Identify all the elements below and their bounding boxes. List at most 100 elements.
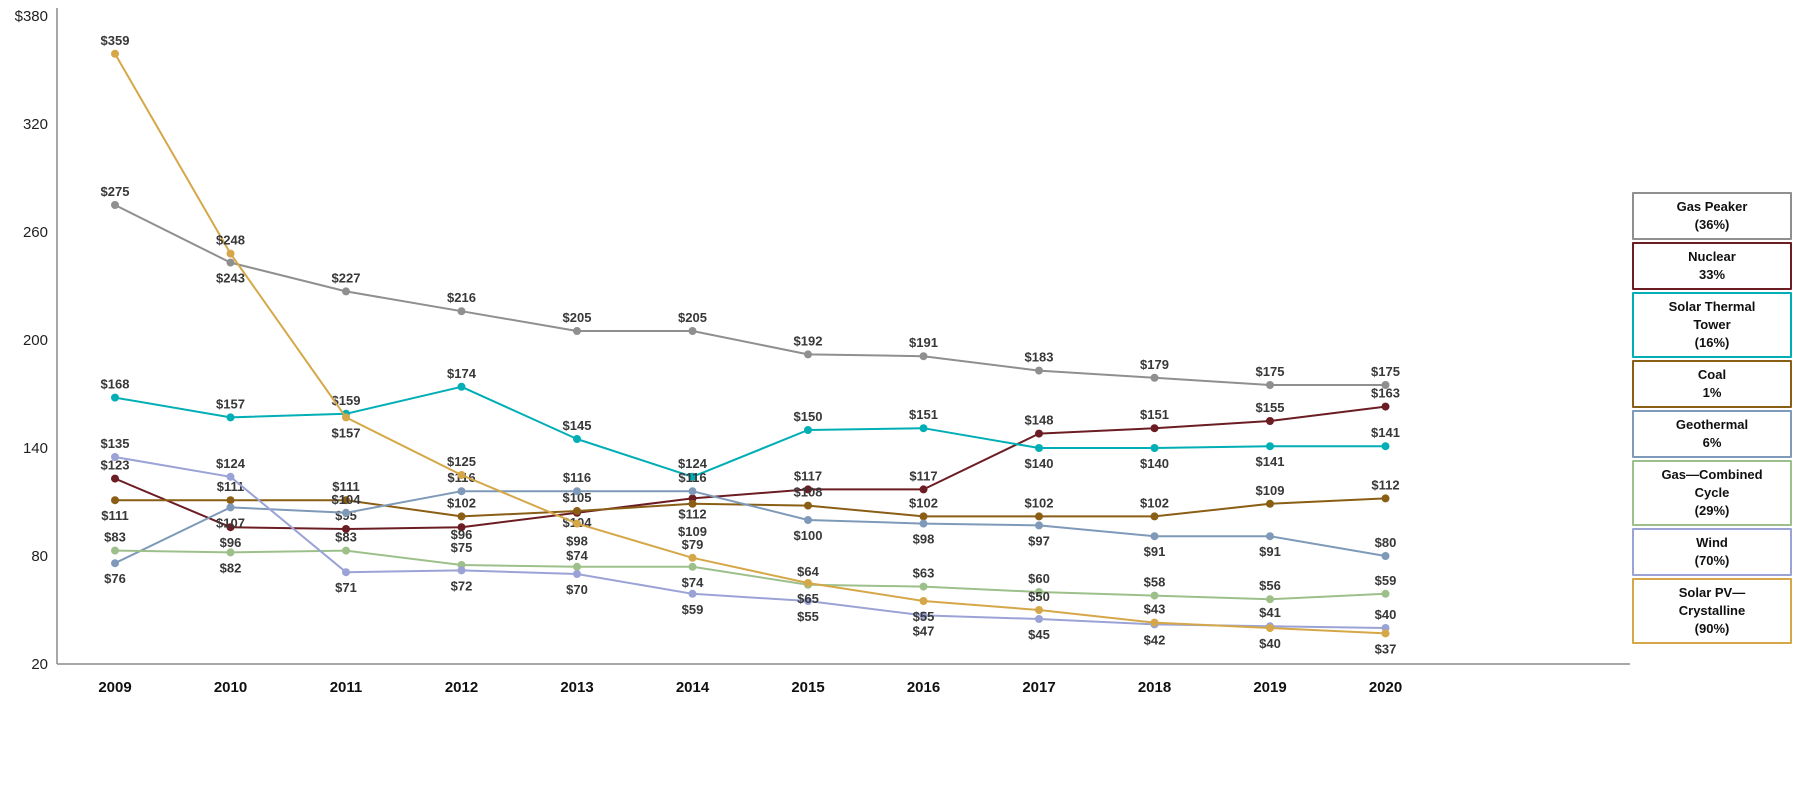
data-point-geothermal	[1381, 552, 1390, 560]
data-point-wind	[573, 570, 581, 578]
value-label-geothermal: $116	[563, 470, 591, 485]
data-point-coal	[1035, 512, 1043, 521]
value-label-coal: $109	[678, 524, 707, 539]
value-label-solar-pv-crystalline: $125	[447, 454, 476, 469]
data-point-nuclear	[111, 474, 119, 483]
data-point-geothermal	[342, 508, 350, 517]
value-label-coal: $111	[101, 508, 129, 523]
data-point-wind	[804, 597, 812, 605]
legend: Gas Peaker (36%) Nuclear 33% Solar Thermal To…	[1632, 192, 1792, 644]
data-point-gas-combined-cycle	[1035, 588, 1043, 596]
value-label-wind: $40	[1375, 607, 1397, 622]
value-label-gas-peaker: $216	[447, 290, 476, 305]
legend-label: Tower	[1693, 317, 1731, 332]
value-label-gas-peaker: $243	[216, 271, 245, 286]
data-point-solar-thermal-tower	[1035, 444, 1043, 452]
data-point-solar-pv-crystalline	[1150, 618, 1159, 627]
data-point-geothermal	[573, 487, 581, 496]
data-point-geothermal	[1150, 532, 1159, 541]
x-axis-label: 2018	[1138, 679, 1171, 696]
x-axis-label: 2017	[1022, 679, 1055, 696]
data-point-gas-peaker	[688, 327, 697, 335]
x-axis-label: 2011	[330, 679, 363, 696]
value-label-solar-thermal-tower: $151	[909, 407, 938, 422]
value-label-coal: $111	[217, 479, 245, 494]
data-point-gas-peaker	[573, 327, 581, 335]
x-axis-label: 2019	[1253, 679, 1286, 696]
data-point-coal	[1381, 494, 1390, 503]
value-label-solar-pv-crystalline: $50	[1028, 589, 1050, 604]
data-point-solar-thermal-tower	[457, 382, 466, 391]
value-label-solar-pv-crystalline: $55	[913, 609, 935, 624]
data-point-nuclear	[1150, 424, 1159, 433]
value-label-nuclear: $117	[909, 468, 937, 483]
data-point-nuclear	[342, 525, 350, 533]
legend-label: Wind	[1696, 535, 1728, 550]
x-axis-label: 2015	[791, 679, 824, 696]
data-point-coal	[226, 496, 235, 505]
y-axis-tick: $380	[15, 8, 48, 25]
value-label-nuclear: $155	[1256, 400, 1285, 415]
value-label-geothermal: $100	[794, 528, 823, 543]
value-label-gas-combined-cycle: $63	[913, 566, 935, 581]
x-axis-label: 2010	[214, 679, 247, 696]
value-label-solar-pv-crystalline: $79	[682, 537, 704, 552]
data-point-solar-thermal-tower	[804, 426, 812, 434]
value-label-nuclear: $123	[101, 458, 130, 473]
value-label-coal: $111	[332, 479, 360, 494]
value-label-gas-peaker: $192	[794, 333, 823, 348]
value-label-coal: $112	[1371, 477, 1399, 492]
data-point-geothermal	[1266, 532, 1274, 541]
value-label-wind: $71	[335, 580, 357, 595]
data-point-solar-pv-crystalline	[1035, 606, 1043, 614]
data-point-gas-combined-cycle	[688, 562, 697, 571]
y-axis-tick: 80	[31, 548, 48, 565]
data-point-coal	[573, 507, 581, 515]
x-axis-label: 2014	[676, 679, 710, 696]
data-point-solar-pv-crystalline	[457, 471, 466, 479]
y-axis-tick: 140	[23, 440, 48, 457]
legend-label: Nuclear	[1688, 249, 1736, 264]
series-line-solar-pv-crystalline	[114, 53, 1386, 635]
value-label-gas-combined-cycle: $58	[1144, 575, 1166, 590]
legend-item-gas-combined-cycle: Gas—Combined Cycle (29%)	[1632, 460, 1792, 526]
legend-item-solar-thermal-tower: Solar Thermal Tower (16%)	[1632, 292, 1792, 358]
value-label-solar-thermal-tower: $145	[563, 418, 592, 433]
legend-label: (36%)	[1694, 217, 1730, 232]
legend-label: Gas—Combined	[1661, 467, 1763, 482]
x-axis-label: 2009	[98, 679, 131, 696]
legend-item-geothermal: Geothermal 6%	[1632, 410, 1792, 458]
value-label-solar-thermal-tower: $124	[678, 456, 708, 471]
data-point-wind	[457, 566, 466, 575]
value-label-gas-peaker: $205	[678, 310, 707, 325]
value-label-gas-combined-cycle: $64	[797, 564, 819, 579]
legend-label: Cycle	[1694, 485, 1730, 500]
value-label-solar-thermal-tower: $141	[1371, 425, 1400, 440]
data-point-gas-peaker	[1266, 381, 1274, 389]
legend-item-nuclear: Nuclear 33%	[1632, 242, 1792, 290]
data-point-solar-pv-crystalline	[342, 413, 350, 422]
legend-item-gas-peaker: Gas Peaker (36%)	[1632, 192, 1792, 240]
value-label-coal: $108	[794, 485, 823, 500]
series-line-wind	[114, 456, 1386, 629]
value-label-wind: $72	[451, 578, 473, 593]
data-point-solar-thermal-tower	[111, 393, 119, 402]
data-point-gas-combined-cycle	[1150, 591, 1159, 600]
value-label-wind: $55	[797, 609, 819, 624]
value-label-geothermal: $91	[1259, 544, 1281, 559]
data-point-gas-combined-cycle	[1266, 595, 1274, 604]
value-label-nuclear: $117	[794, 468, 822, 483]
data-point-nuclear	[1381, 402, 1390, 411]
value-label-gas-peaker: $191	[909, 335, 938, 350]
series-line-solar-thermal-tower	[114, 385, 1386, 478]
data-point-gas-peaker	[457, 307, 466, 316]
x-axis-label: 2016	[907, 679, 940, 696]
legend-label: 33%	[1698, 267, 1726, 282]
value-label-wind: $47	[913, 623, 935, 638]
legend-item-coal: Coal 1%	[1632, 360, 1792, 408]
value-label-wind: $59	[682, 602, 704, 617]
series-line-geothermal	[114, 490, 1386, 565]
legend-label: Solar Thermal	[1668, 299, 1756, 314]
